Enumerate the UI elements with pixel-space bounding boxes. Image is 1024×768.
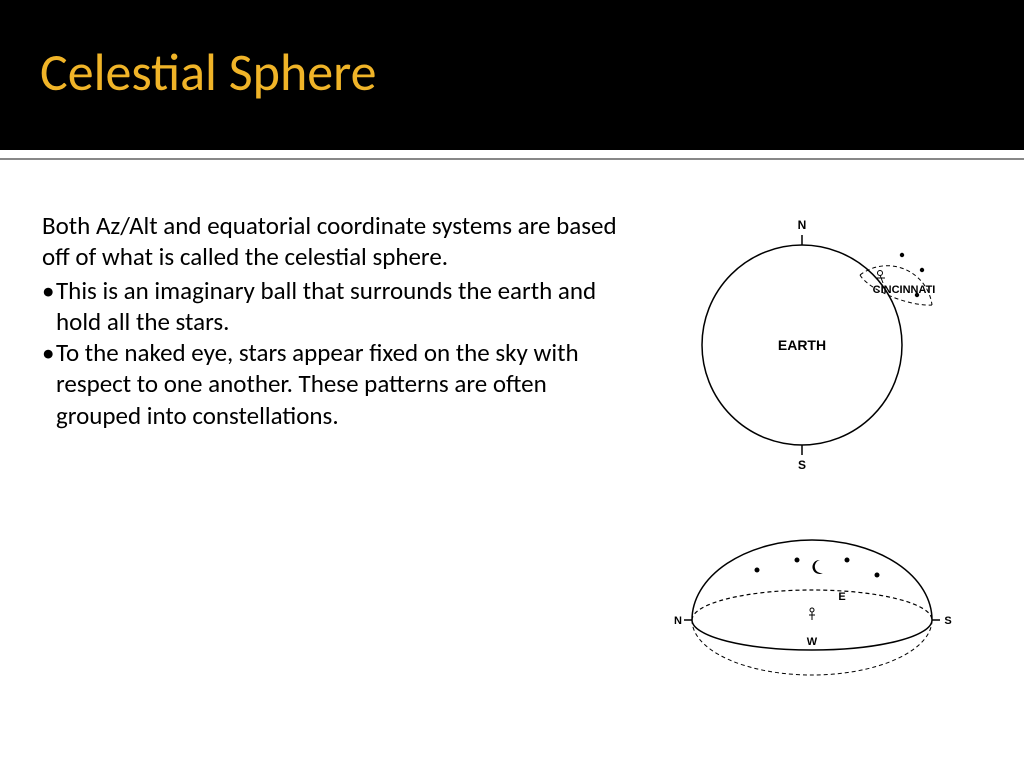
cincinnati-label: CINCINNATI bbox=[873, 284, 936, 296]
dome-observer-head-icon bbox=[810, 608, 814, 612]
dome-diagram: N S E W bbox=[662, 510, 962, 690]
star-dot bbox=[845, 558, 850, 563]
star-dot bbox=[875, 573, 880, 578]
south-label: S bbox=[798, 458, 806, 472]
bullet-icon: • bbox=[42, 275, 56, 338]
s-label: S bbox=[944, 615, 951, 627]
bullet-text: This is an imaginary ball that surrounds… bbox=[56, 275, 622, 338]
bullet-item: • To the naked eye, stars appear fixed o… bbox=[42, 337, 622, 431]
star-dot bbox=[900, 253, 904, 257]
slide-title: Celestial Sphere bbox=[40, 40, 984, 104]
earth-diagram: N S EARTH CINCINNATI bbox=[662, 215, 962, 475]
star-dot bbox=[795, 558, 800, 563]
earth-label: EARTH bbox=[778, 337, 826, 353]
e-label: E bbox=[838, 591, 845, 603]
bullet-text: To the naked eye, stars appear fixed on … bbox=[56, 337, 622, 431]
diagram-column: N S EARTH CINCINNATI bbox=[622, 210, 1004, 695]
w-label: W bbox=[807, 636, 818, 648]
star-dot bbox=[755, 568, 760, 573]
observer-head-icon bbox=[878, 271, 883, 276]
slide-header: Celestial Sphere bbox=[0, 0, 1024, 150]
moon-icon bbox=[812, 560, 823, 574]
bullet-item: • This is an imaginary ball that surroun… bbox=[42, 275, 622, 338]
star-dot bbox=[920, 268, 924, 272]
text-column: Both Az/Alt and equatorial coordinate sy… bbox=[42, 210, 622, 695]
bullet-icon: • bbox=[42, 337, 56, 431]
n-label: N bbox=[674, 615, 682, 627]
intro-paragraph: Both Az/Alt and equatorial coordinate sy… bbox=[42, 210, 622, 273]
slide-content: Both Az/Alt and equatorial coordinate sy… bbox=[0, 160, 1024, 695]
north-label: N bbox=[798, 218, 807, 232]
